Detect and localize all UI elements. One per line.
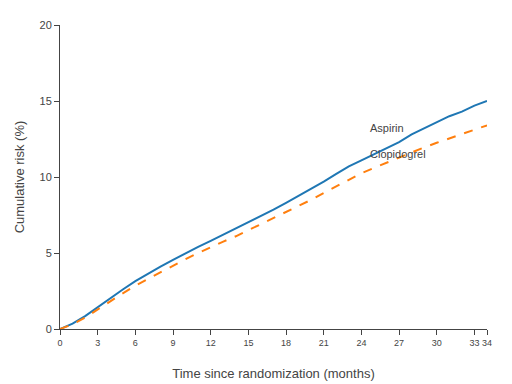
svg-text:12: 12 [206, 338, 216, 348]
svg-text:9: 9 [171, 338, 176, 348]
svg-text:10: 10 [40, 171, 52, 183]
svg-text:Time since randomization (mont: Time since randomization (months) [172, 366, 375, 381]
svg-text:27: 27 [394, 338, 404, 348]
svg-text:Clopidogrel: Clopidogrel [370, 148, 426, 160]
svg-text:33: 33 [469, 338, 479, 348]
svg-text:18: 18 [281, 338, 291, 348]
svg-text:3: 3 [95, 338, 100, 348]
svg-text:21: 21 [319, 338, 329, 348]
svg-text:0: 0 [57, 338, 62, 348]
svg-text:24: 24 [356, 338, 366, 348]
svg-text:5: 5 [46, 247, 52, 259]
svg-text:30: 30 [432, 338, 442, 348]
svg-text:6: 6 [133, 338, 138, 348]
svg-text:Aspirin: Aspirin [370, 122, 404, 134]
svg-text:20: 20 [40, 19, 52, 31]
svg-text:Cumulative risk (%): Cumulative risk (%) [12, 121, 27, 234]
svg-text:15: 15 [40, 95, 52, 107]
svg-text:34: 34 [482, 338, 492, 348]
svg-text:0: 0 [46, 323, 52, 335]
svg-text:15: 15 [243, 338, 253, 348]
